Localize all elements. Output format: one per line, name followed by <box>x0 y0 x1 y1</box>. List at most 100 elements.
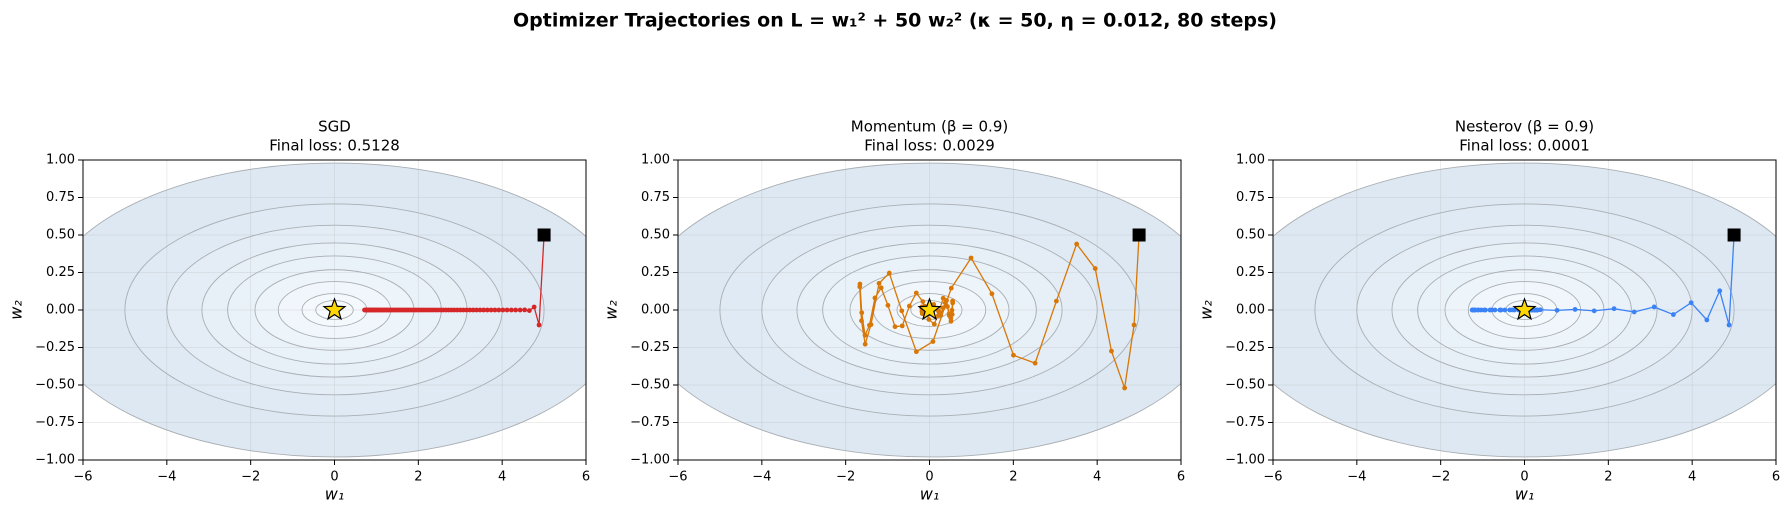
trajectory-point <box>522 307 528 313</box>
trajectory-point <box>1670 312 1676 317</box>
x-tick-label: −4 <box>1347 470 1366 485</box>
y-tick-label: 0.75 <box>641 190 670 205</box>
x-tick-label: 4 <box>1688 470 1696 485</box>
y-axis-label: w₂ <box>602 300 621 320</box>
trajectory-point <box>948 285 954 291</box>
trajectory-point <box>1109 348 1114 354</box>
x-tick-label: 4 <box>498 470 506 485</box>
x-tick-label: −2 <box>1431 470 1450 485</box>
trajectory-point <box>1122 385 1128 391</box>
x-tick-label: −4 <box>752 470 771 485</box>
trajectory-point <box>1631 309 1637 315</box>
trajectory-point <box>484 307 490 313</box>
trajectory-point <box>930 339 936 344</box>
x-tick-label: 6 <box>582 470 590 485</box>
trajectory-point <box>1611 306 1617 312</box>
trajectory-point <box>1092 266 1098 271</box>
trajectory-point <box>362 307 367 313</box>
x-tick-label: 6 <box>1177 470 1185 485</box>
x-tick-label: 4 <box>1093 470 1101 485</box>
optimum-star <box>917 297 942 321</box>
y-tick-label: 0.50 <box>1236 228 1265 243</box>
y-tick-label: −0.50 <box>35 378 75 393</box>
trajectory-point <box>517 307 523 313</box>
trajectory-point <box>862 332 868 338</box>
trajectory-point <box>1572 307 1578 312</box>
y-tick-label: −1.00 <box>1225 453 1265 468</box>
trajectory-point <box>1502 307 1508 313</box>
start-marker <box>1132 228 1146 242</box>
y-tick-label: −0.50 <box>1225 378 1265 393</box>
trajectory-point <box>942 300 948 305</box>
trajectory-point <box>906 303 912 309</box>
trajectory-point <box>892 324 898 330</box>
x-tick-label: 2 <box>414 470 422 485</box>
trajectory-point <box>940 305 946 311</box>
y-tick-label: 1.00 <box>1236 153 1265 168</box>
trajectory-point <box>931 321 937 327</box>
trajectory-point <box>857 281 863 287</box>
trajectory-point <box>488 307 494 313</box>
y-tick-label: −0.75 <box>630 415 670 430</box>
trajectory-point <box>1131 322 1137 328</box>
figure-title: Optimizer Trajectories on L = w₁² + 50 w… <box>513 10 1277 32</box>
trajectory-point <box>1511 307 1517 313</box>
trajectory-point <box>1688 300 1694 306</box>
trajectory-point <box>1554 307 1560 313</box>
y-axis-label: w₂ <box>7 300 26 320</box>
trajectory-point <box>1497 307 1503 313</box>
start-marker <box>537 228 551 242</box>
x-tick-label: 2 <box>1009 470 1017 485</box>
trajectory-point <box>899 323 905 329</box>
panel-subtitle: Final loss: 0.0029 <box>864 137 995 155</box>
trajectory-point <box>1478 307 1484 313</box>
trajectory-point <box>1053 298 1059 304</box>
y-tick-label: 0.25 <box>641 265 670 280</box>
trajectory-point <box>1507 307 1513 313</box>
trajectory-point <box>950 298 955 304</box>
trajectory-point <box>477 307 483 313</box>
x-tick-label: −6 <box>73 470 92 485</box>
trajectory-point <box>496 307 502 313</box>
trajectory-point <box>1717 288 1723 294</box>
y-tick-label: 0.25 <box>1236 265 1265 280</box>
x-tick-label: −4 <box>157 470 176 485</box>
trajectory-point <box>1475 307 1480 313</box>
trajectory-point <box>1591 308 1597 314</box>
trajectory-point <box>1704 317 1710 323</box>
x-axis-label: w₁ <box>920 485 940 504</box>
trajectory-point <box>862 341 868 347</box>
trajectory-point <box>913 349 919 355</box>
y-tick-label: 0.00 <box>641 303 670 318</box>
plot-area <box>83 160 586 460</box>
trajectory-point <box>513 307 519 313</box>
trajectory-point <box>536 322 542 328</box>
start-marker <box>1727 228 1741 242</box>
panel-title: SGD <box>318 118 351 136</box>
trajectory-point <box>899 308 905 314</box>
trajectory-point <box>1074 241 1080 247</box>
x-tick-label: −2 <box>836 470 855 485</box>
trajectory-point <box>492 307 498 313</box>
trajectory-point <box>885 302 891 308</box>
trajectory-point <box>474 307 479 313</box>
x-tick-label: −6 <box>668 470 687 485</box>
x-tick-label: 6 <box>1772 470 1780 485</box>
trajectory-point <box>913 290 919 296</box>
panel-title: Momentum (β = 0.9) <box>851 118 1008 136</box>
plot-area <box>1273 160 1776 460</box>
trajectory-point <box>1487 307 1493 313</box>
trajectory-point <box>920 299 926 304</box>
y-axis-label: w₂ <box>1197 300 1216 320</box>
x-tick-label: −2 <box>241 470 260 485</box>
trajectory-point <box>946 313 952 318</box>
x-tick-label: 0 <box>1520 470 1528 485</box>
y-tick-label: −0.25 <box>35 340 75 355</box>
trajectory-point <box>859 318 864 324</box>
trajectory-point <box>481 307 487 313</box>
panel-title: Nesterov (β = 0.9) <box>1455 118 1594 136</box>
trajectory-point <box>926 317 932 322</box>
y-tick-label: −1.00 <box>630 453 670 468</box>
x-tick-label: −6 <box>1263 470 1282 485</box>
